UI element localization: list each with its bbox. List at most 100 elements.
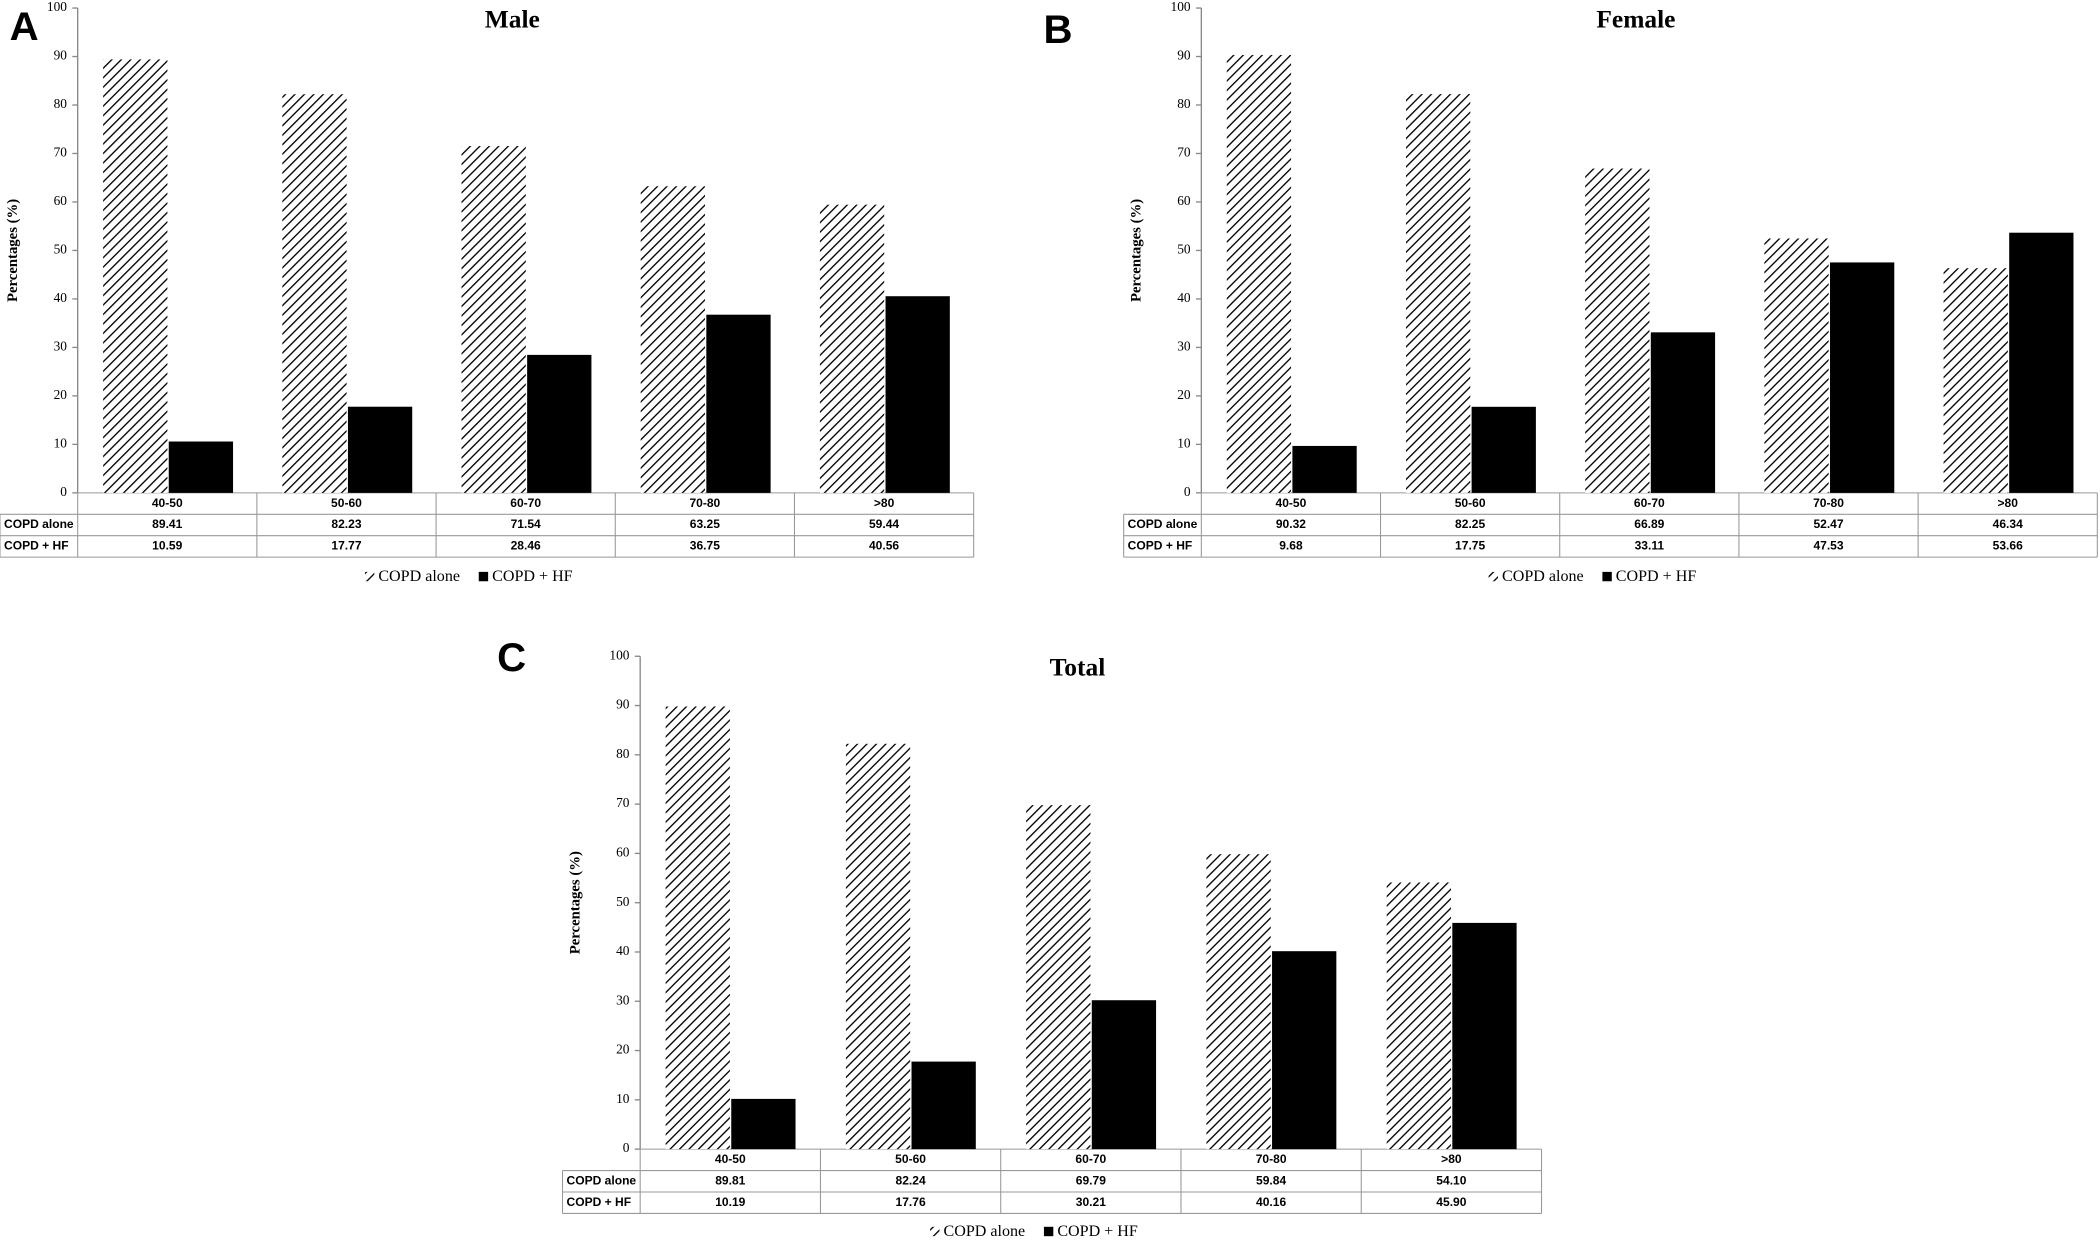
- table-value: 82.24: [896, 1173, 926, 1187]
- bar: [1091, 1000, 1157, 1150]
- x-tick-label: 60-70: [510, 496, 541, 510]
- table-row-label: COPD + HF: [4, 539, 69, 553]
- table-row-label: COPD + HF: [1128, 539, 1193, 553]
- y-axis-label: Percentages (%): [567, 851, 583, 954]
- y-tick-label: 100: [1171, 0, 1191, 14]
- x-tick-label: 50-60: [1455, 496, 1486, 510]
- y-tick-label: 40: [1177, 290, 1191, 305]
- table-value: 33.11: [1635, 539, 1665, 553]
- x-tick-label: >80: [1998, 496, 2019, 510]
- y-tick-label: 50: [616, 894, 630, 909]
- bar: [527, 354, 592, 493]
- legend-label: COPD + HF: [492, 568, 573, 585]
- panel-label: A: [10, 4, 39, 49]
- table-row-label: COPD + HF: [567, 1195, 632, 1209]
- table-value: 17.76: [896, 1195, 926, 1209]
- bar: [282, 94, 347, 493]
- legend-swatch: [478, 571, 489, 582]
- table-value: 69.79: [1076, 1173, 1106, 1187]
- y-tick-label: 80: [616, 746, 630, 761]
- bar: [2009, 232, 2074, 493]
- x-tick-label: 60-70: [1634, 496, 1665, 510]
- y-axis-label: Percentages (%): [1128, 199, 1144, 302]
- y-tick-label: 90: [54, 48, 68, 63]
- x-tick-label: 40-50: [1276, 496, 1307, 510]
- bar: [168, 441, 234, 493]
- table-value: 59.84: [1256, 1173, 1286, 1187]
- table-value: 47.53: [1813, 539, 1843, 553]
- table-value: 17.75: [1455, 539, 1485, 553]
- y-tick-label: 30: [54, 338, 68, 353]
- table-value: 54.10: [1436, 1173, 1466, 1187]
- table-value: 89.81: [715, 1173, 745, 1187]
- legend-label: COPD alone: [378, 568, 460, 585]
- y-tick-label: 50: [1177, 242, 1191, 257]
- table-value: 46.34: [1993, 517, 2023, 531]
- table-value: 45.90: [1436, 1195, 1466, 1209]
- legend-swatch: [1602, 571, 1612, 582]
- bar: [1585, 168, 1650, 493]
- legend-swatch: [930, 1226, 940, 1237]
- y-tick-label: 100: [609, 647, 629, 662]
- y-tick-label: 0: [1184, 484, 1191, 499]
- bar: [347, 406, 413, 493]
- y-tick-label: 90: [1177, 48, 1191, 63]
- table-value: 52.47: [1813, 517, 1843, 531]
- legend-label: COPD + HF: [1057, 1223, 1138, 1240]
- bar: [103, 59, 168, 493]
- table-value: 9.68: [1279, 539, 1303, 553]
- bar: [1026, 805, 1091, 1150]
- table-value: 59.44: [869, 517, 899, 531]
- table-value: 10.19: [715, 1195, 745, 1209]
- x-tick-label: >80: [874, 496, 895, 510]
- y-tick-label: 70: [616, 795, 630, 810]
- table-value: 71.54: [511, 517, 541, 531]
- bar: [1405, 94, 1471, 493]
- legend-swatch: [1043, 1226, 1054, 1237]
- table-row-label: COPD alone: [4, 517, 74, 531]
- y-tick-label: 20: [616, 1042, 630, 1057]
- bar: [1650, 332, 1716, 493]
- legend-label: COPD alone: [1502, 568, 1584, 585]
- y-tick-label: 90: [616, 697, 630, 712]
- bar: [885, 296, 950, 493]
- y-tick-label: 20: [1177, 387, 1191, 402]
- panel-label: B: [1044, 7, 1073, 52]
- y-tick-label: 40: [616, 943, 630, 958]
- y-tick-label: 10: [54, 435, 68, 450]
- bar: [845, 743, 911, 1150]
- table-value: 90.32: [1276, 517, 1306, 531]
- y-tick-label: 100: [47, 0, 67, 14]
- y-tick-label: 20: [54, 387, 68, 402]
- y-tick-label: 0: [623, 1140, 630, 1155]
- table-value: 53.66: [1993, 539, 2023, 553]
- bar: [911, 1061, 976, 1150]
- table-value: 89.41: [152, 517, 182, 531]
- bar: [706, 314, 771, 493]
- x-tick-label: 50-60: [331, 496, 362, 510]
- bar: [1292, 445, 1357, 493]
- y-tick-label: 10: [1177, 435, 1191, 450]
- y-tick-label: 0: [60, 484, 67, 499]
- y-tick-label: 40: [54, 290, 68, 305]
- legend-swatch: [364, 571, 375, 582]
- x-tick-label: 40-50: [715, 1152, 746, 1166]
- bar: [731, 1098, 796, 1150]
- y-axis-label: Percentages (%): [5, 199, 21, 302]
- bar: [1452, 922, 1517, 1150]
- table-value: 82.23: [331, 517, 361, 531]
- y-tick-label: 10: [616, 1091, 630, 1106]
- legend-swatch: [1488, 571, 1498, 582]
- bar: [1830, 262, 1895, 493]
- y-tick-label: 60: [54, 193, 68, 208]
- y-tick-label: 70: [1177, 145, 1191, 160]
- x-tick-label: 70-80: [1813, 496, 1844, 510]
- bar: [1272, 951, 1337, 1150]
- x-tick-label: >80: [1441, 1152, 1462, 1166]
- bar: [640, 186, 706, 493]
- table-value: 40.56: [869, 539, 899, 553]
- legend-label: COPD alone: [944, 1223, 1026, 1240]
- y-tick-label: 60: [1177, 193, 1191, 208]
- table-value: 10.59: [152, 539, 182, 553]
